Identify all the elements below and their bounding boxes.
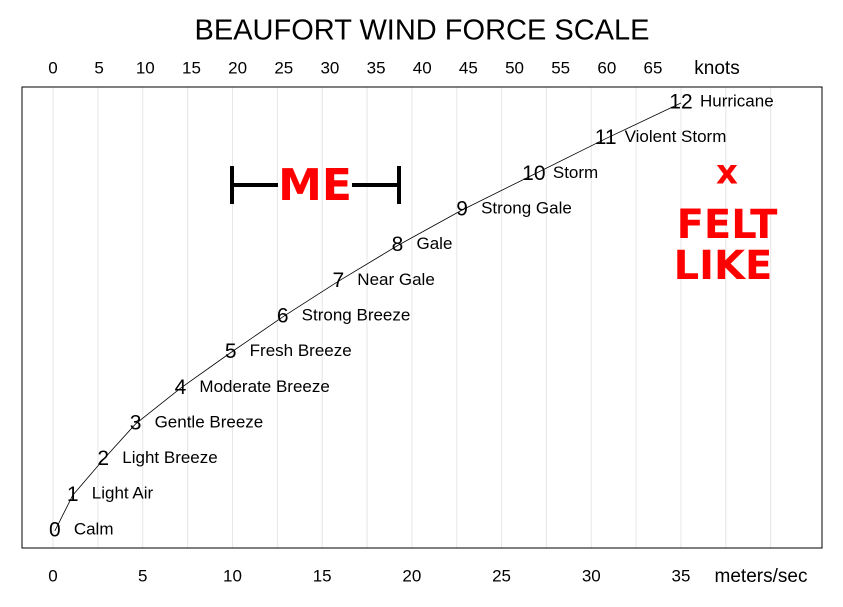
point-label: Violent Storm xyxy=(625,127,727,146)
x-tick-label: 30 xyxy=(582,566,601,585)
point-number: 1 xyxy=(67,483,79,506)
point-label: Hurricane xyxy=(700,92,774,111)
x2-tick-label: 10 xyxy=(136,58,155,77)
chart-title: BEAUFORT WIND FORCE SCALE xyxy=(195,15,650,47)
annotation: ME xyxy=(278,160,352,211)
x2-tick-label: 60 xyxy=(597,58,616,77)
x-tick-label: 5 xyxy=(138,566,147,585)
point-number: 3 xyxy=(130,411,142,434)
point-label: Strong Gale xyxy=(481,198,572,217)
x2-tick-label: 0 xyxy=(48,58,57,77)
point-number: 11 xyxy=(595,126,617,149)
x2-tick-label: 40 xyxy=(413,58,432,77)
point-label: Light Breeze xyxy=(122,448,217,467)
plot-frame xyxy=(21,86,823,549)
annotation: x xyxy=(716,153,738,193)
x-tick-label: 0 xyxy=(48,566,57,585)
point-number: 6 xyxy=(277,305,289,328)
me-bracket xyxy=(230,166,401,204)
annotation: LIKE xyxy=(674,243,773,289)
x-tick-label: 25 xyxy=(492,566,511,585)
x2-tick-label: 35 xyxy=(367,58,386,77)
point-number: 8 xyxy=(392,233,404,256)
point-label: Fresh Breeze xyxy=(250,341,352,360)
point-number: 4 xyxy=(175,376,187,399)
point-number: 0 xyxy=(49,518,61,541)
x2-tick-label: 30 xyxy=(320,58,339,77)
annotation: FELT xyxy=(677,202,779,248)
point-label: Light Air xyxy=(92,484,154,503)
x-tick-label: 10 xyxy=(223,566,242,585)
x2-tick-label: 15 xyxy=(182,58,201,77)
point-label: Strong Breeze xyxy=(302,305,411,324)
point-number: 9 xyxy=(456,198,468,221)
point-number: 2 xyxy=(97,447,109,470)
x2-tick-label: 50 xyxy=(505,58,524,77)
point-label: Gale xyxy=(417,234,453,253)
point-number: 10 xyxy=(522,162,545,185)
grid xyxy=(52,87,772,548)
x2-tick-label: 55 xyxy=(551,58,570,77)
line xyxy=(54,102,682,532)
x2-tick-label: 20 xyxy=(228,58,247,77)
x2-axis-label: knots xyxy=(694,58,739,79)
x2-tick-label: 25 xyxy=(274,58,293,77)
x-axis-label: meters/sec xyxy=(715,566,808,587)
point-number: 12 xyxy=(669,91,692,114)
x-tick-label: 35 xyxy=(672,566,691,585)
x-tick-label: 20 xyxy=(402,566,421,585)
point-label: Moderate Breeze xyxy=(199,377,329,396)
point-number: 7 xyxy=(332,269,344,292)
point-label: Calm xyxy=(74,519,114,538)
point-label: Storm xyxy=(553,163,598,182)
point-label: Gentle Breeze xyxy=(155,412,264,431)
point-number: 5 xyxy=(225,340,237,363)
x2-tick-label: 5 xyxy=(94,58,103,77)
x2-tick-label: 65 xyxy=(644,58,663,77)
x2-tick-label: 45 xyxy=(459,58,478,77)
x-tick-label: 15 xyxy=(313,566,332,585)
point-label: Near Gale xyxy=(357,270,434,289)
